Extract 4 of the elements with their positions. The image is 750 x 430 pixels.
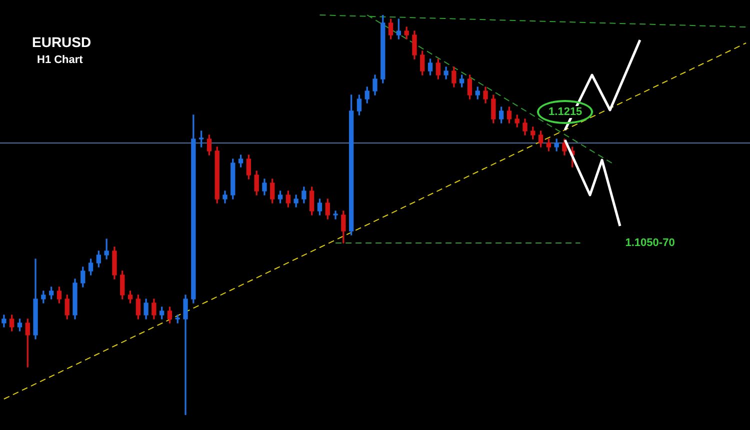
text: EURUSD — [32, 34, 92, 50]
text: 1.1050-70 — [625, 237, 675, 250]
text: H1 Chart — [37, 54, 83, 66]
annotation: 1.1215 — [546, 106, 586, 118]
